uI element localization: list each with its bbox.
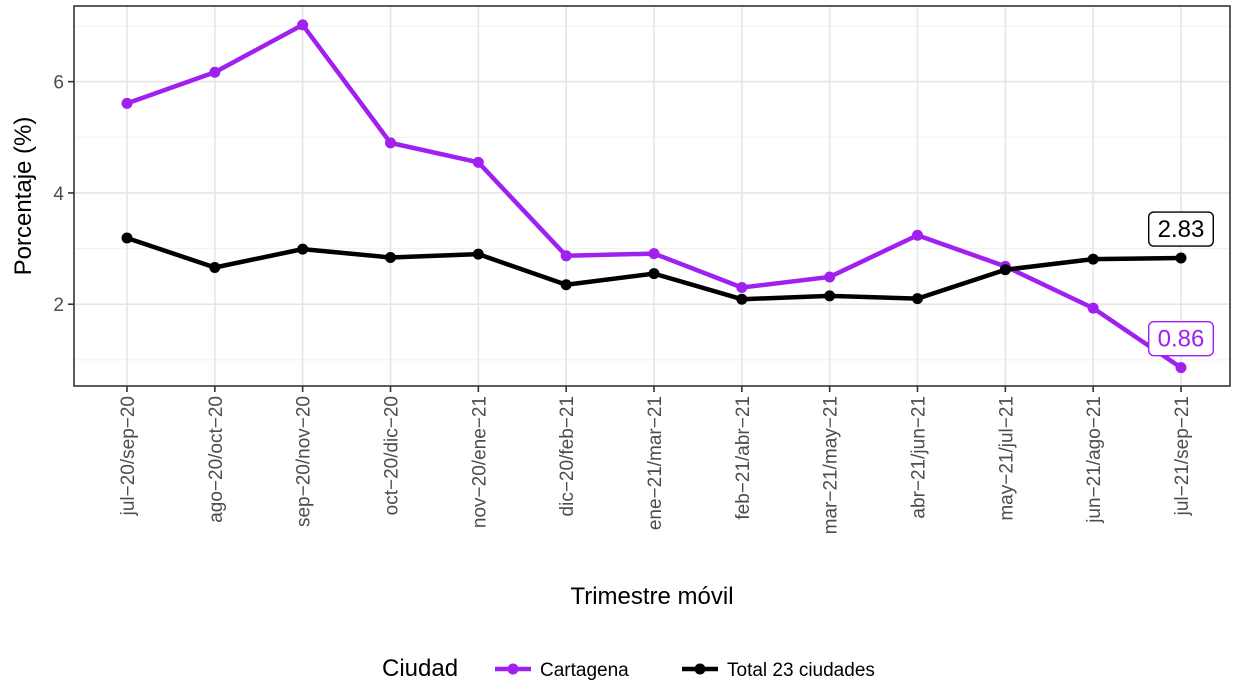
data-point [1087,253,1099,265]
x-tick-label: abr−21/jun−21 [909,396,930,519]
y-tick-label: 6 [53,73,64,94]
end-label-text: 0.86 [1158,326,1205,353]
x-tick-label: oct−20/dic−20 [382,396,403,515]
data-point [385,251,396,263]
legend: Ciudad Cartagena Total 23 ciudades [382,655,875,682]
x-tick-label: dic−20/feb−21 [557,396,578,516]
data-point [385,137,396,149]
data-point [1175,362,1187,374]
y-tick-label: 2 [53,295,64,316]
x-tick-label: may−21/jul−21 [996,396,1017,521]
end-label-text: 2.83 [1158,216,1205,243]
data-point [560,250,572,262]
y-axis-title: Porcentaje (%) [10,117,37,276]
legend-title: Ciudad [382,655,458,682]
data-point [824,290,836,302]
end-label: 2.83 [1147,211,1214,247]
x-tick-label: ago−20/oct−20 [206,396,227,523]
data-point [648,268,660,280]
data-point [912,229,923,241]
data-point [648,248,660,260]
x-tick-label: mar−21/may−21 [821,396,842,534]
legend-key-point [507,663,519,675]
end-label: 0.86 [1147,320,1214,357]
data-point [824,271,836,283]
end-label-box [1147,211,1214,247]
series-layer [121,19,1187,374]
data-point [736,293,748,305]
legend-label: Total 23 ciudades [727,660,875,681]
x-axis-title: Trimestre móvil [570,583,733,610]
data-point [912,293,923,305]
data-point [1175,252,1187,264]
plot-background [74,6,1230,386]
data-point [1087,302,1099,314]
x-tick-label: feb−21/abr−21 [733,396,754,520]
legend-item: Total 23 ciudades [682,660,875,681]
x-axis: jul−20/sep−20 ago−20/oct−20 sep−20/nov−20 o… [118,386,1193,534]
data-point [560,279,572,291]
major-gridlines [74,6,1230,386]
x-tick-label: ene−21/mar−21 [645,396,666,530]
legend-key-point [694,663,706,675]
data-point [999,264,1011,276]
end-labels: 0.86 2.83 [1147,211,1214,357]
data-point [736,282,748,294]
data-point [121,97,133,109]
plot-panel-border [73,5,1231,387]
data-point [209,66,221,78]
minor-gridlines [74,25,1230,361]
data-point [297,243,309,255]
x-tick-label: sep−20/nov−20 [294,396,315,527]
data-point [472,156,484,168]
data-point [472,248,484,260]
data-point [297,19,309,31]
data-point [121,232,133,244]
x-tick-label: nov−20/ene−21 [469,396,490,528]
x-tick-label: jun−21/ago−21 [1084,396,1105,524]
x-tick-label: jul−21/sep−21 [1172,396,1193,516]
y-axis: 2 4 6 [53,73,74,316]
x-tick-label: jul−20/sep−20 [118,396,139,516]
legend-label: Cartagena [540,660,629,681]
data-point [209,261,221,273]
y-tick-label: 4 [53,184,64,205]
end-label-box [1147,320,1214,357]
legend-item: Cartagena [495,660,629,681]
